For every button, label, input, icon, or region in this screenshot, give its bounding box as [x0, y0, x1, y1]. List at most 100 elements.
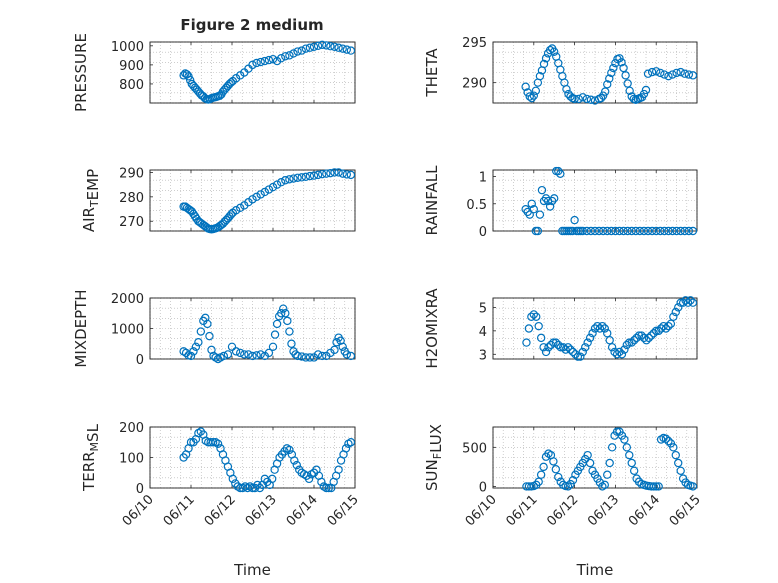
subplot-7: 0 100 200 TERRMSL 06/10 06/11 06/12 06/13 06/14 0…	[80, 421, 362, 579]
data-point	[625, 450, 634, 460]
data-point	[688, 226, 698, 236]
data-point	[252, 351, 261, 360]
data-point	[652, 482, 661, 491]
data-point	[593, 321, 602, 331]
data-point	[338, 169, 347, 178]
data-point	[342, 45, 351, 54]
data-point	[676, 67, 685, 77]
data-point	[529, 310, 539, 319]
data-point	[688, 482, 698, 491]
data-point	[680, 69, 689, 78]
x-tick-label: 06/11	[504, 492, 541, 529]
data-point	[674, 303, 683, 312]
x-tick-label: 06/13	[585, 492, 622, 529]
data-point	[268, 54, 278, 64]
data-point	[305, 43, 315, 52]
data-point	[537, 185, 547, 195]
y-tick-label: 5	[479, 301, 487, 316]
data-point	[582, 226, 592, 236]
data-point	[603, 226, 612, 236]
data-point	[674, 458, 683, 468]
data-point	[609, 63, 618, 73]
data-point	[285, 51, 294, 60]
data-point	[652, 226, 661, 236]
y-tick-label: 3	[479, 348, 487, 363]
data-point	[643, 69, 653, 78]
data-point	[661, 324, 671, 333]
data-point	[671, 307, 680, 317]
subplot-4: 0 0.5 1 RAINFALL	[423, 165, 698, 240]
data-point	[297, 173, 306, 182]
data-point	[605, 336, 614, 345]
y-tick-label: 1000	[111, 40, 144, 55]
series-markers	[179, 168, 356, 234]
data-point	[309, 42, 319, 51]
data-point	[301, 353, 310, 362]
x-tick-label: 06/12	[544, 492, 581, 529]
subplot-2: 290 295 THETA	[423, 36, 698, 105]
y-tick-label: 200	[119, 421, 144, 436]
data-point	[672, 68, 681, 78]
data-point	[629, 466, 639, 475]
data-point	[684, 226, 694, 236]
data-point	[318, 169, 327, 179]
data-point	[684, 70, 694, 79]
data-point	[586, 95, 596, 104]
data-point	[652, 67, 661, 76]
x-tick-label: 06/10	[463, 492, 500, 529]
data-point	[623, 79, 632, 88]
data-point	[522, 338, 531, 347]
data-point	[346, 170, 356, 180]
y-tick-label: 270	[119, 215, 144, 230]
data-point	[656, 226, 665, 236]
data-point	[326, 41, 335, 51]
data-point	[576, 352, 585, 361]
data-point	[586, 226, 596, 236]
data-point	[293, 47, 302, 56]
data-point	[289, 49, 298, 58]
data-point	[627, 458, 636, 468]
data-point	[600, 480, 609, 490]
data-point	[641, 85, 651, 95]
data-point	[277, 309, 286, 318]
data-point	[285, 175, 294, 184]
data-point	[322, 483, 331, 493]
data-point	[527, 93, 536, 103]
data-point	[621, 71, 630, 80]
data-point	[196, 327, 206, 336]
data-point	[644, 333, 654, 343]
data-point	[639, 333, 649, 343]
subplot-5: 0 1000 2000 MIXDEPTH	[72, 289, 356, 368]
data-point	[272, 180, 282, 189]
y-axis-label: H2OMIXRA	[423, 288, 441, 369]
data-point	[534, 477, 543, 486]
data-point	[248, 60, 257, 70]
data-point	[346, 438, 356, 447]
data-point	[297, 352, 306, 361]
data-point	[313, 170, 323, 180]
data-point	[226, 210, 236, 219]
data-point	[660, 226, 669, 236]
data-point	[664, 321, 673, 331]
data-point	[532, 312, 541, 321]
data-point	[605, 74, 614, 83]
data-point	[293, 173, 302, 183]
data-point	[585, 333, 595, 343]
data-point	[676, 226, 685, 236]
data-point	[664, 71, 673, 81]
x-tick-label: 06/11	[161, 492, 198, 529]
y-tick-label: 280	[119, 191, 144, 206]
data-point	[285, 445, 294, 455]
data-point	[290, 456, 299, 465]
data-point	[545, 202, 555, 211]
data-point	[341, 444, 351, 453]
data-point	[287, 339, 296, 348]
data-point	[611, 58, 620, 68]
data-point	[231, 347, 241, 356]
data-point	[248, 351, 257, 361]
data-point	[268, 342, 278, 351]
data-point	[659, 321, 668, 331]
data-point	[668, 226, 677, 236]
data-point	[688, 71, 698, 80]
data-point	[570, 94, 579, 104]
